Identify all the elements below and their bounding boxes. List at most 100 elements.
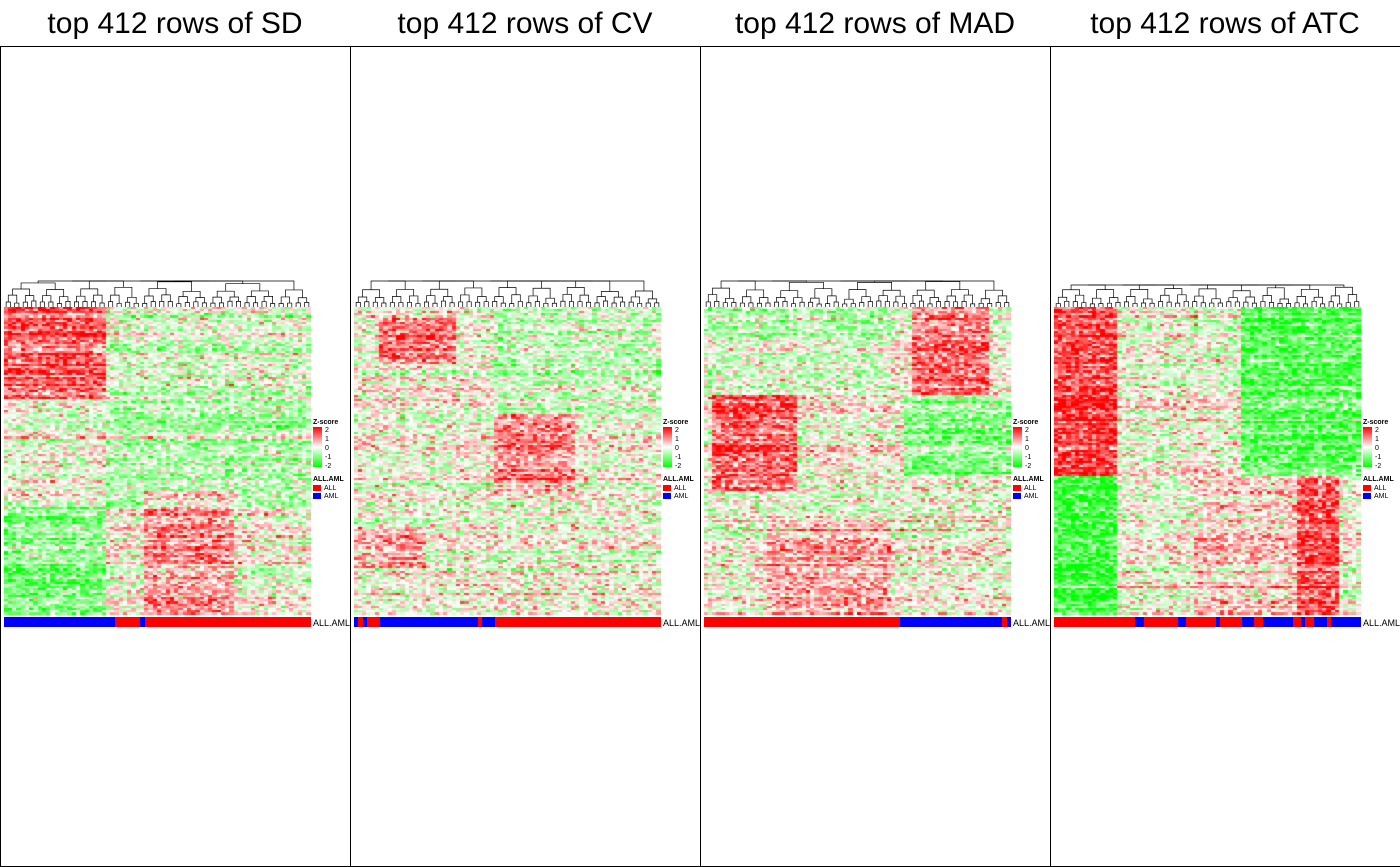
dendrogram-branch: [833, 301, 839, 307]
legend-level-label: AML: [1024, 493, 1039, 500]
dendrogram-branch: [756, 302, 762, 307]
annotation-segment: [114, 617, 141, 627]
dendrogram-branch: [443, 296, 453, 303]
dendrogram-branch: [225, 283, 261, 292]
dendrogram-branch: [714, 301, 720, 307]
dendrogram-branch: [551, 302, 557, 307]
dendrogram-branch: [528, 295, 538, 303]
annotation-segment: [1177, 617, 1187, 627]
dendrogram-branch: [840, 280, 995, 291]
annotation-segment: [1215, 617, 1221, 627]
dendrogram-branch: [182, 291, 201, 298]
zscore-tick: 0: [325, 445, 329, 452]
dendrogram-branch: [568, 301, 574, 307]
panel-title: top 412 rows of MAD: [734, 7, 1016, 40]
heatmap-body: [704, 307, 1011, 615]
zscore-tick: 0: [1375, 445, 1379, 452]
dendrogram-branch: [1081, 302, 1087, 307]
column-dendrogram: [5, 280, 310, 307]
dendrogram-branch: [161, 294, 171, 302]
annotation-bar: [1054, 617, 1361, 627]
legend-level-label: ALL: [324, 485, 337, 492]
dendrogram-branch: [1190, 284, 1345, 288]
dendrogram-branch: [507, 280, 542, 289]
dendrogram-branch: [494, 296, 504, 304]
dendrogram-branch: [562, 294, 572, 302]
dendrogram-branch: [150, 301, 156, 307]
dendrogram-branch: [157, 281, 192, 292]
dendrogram-branch: [776, 296, 786, 303]
dendrogram-branch: [1062, 289, 1080, 298]
dendrogram-branch: [31, 300, 37, 307]
dendrogram-branch: [742, 296, 752, 304]
dendrogram-branch: [927, 303, 933, 307]
zscore-tick: -1: [325, 454, 332, 461]
column-dendrogram: [1055, 284, 1360, 307]
zscore-tick: 2: [1375, 427, 1379, 434]
zscore-gradient: [313, 427, 322, 467]
annotation-segment: [1135, 617, 1144, 627]
panel-title: top 412 rows of SD: [47, 7, 303, 40]
dendrogram-branch: [1200, 302, 1206, 307]
dendrogram-branch: [144, 295, 154, 304]
dendrogram-branch: [509, 303, 515, 307]
dendrogram-branch: [842, 303, 848, 307]
legend: Z-score 2 1 0 -1 -2 ALL.AML ALL AML: [1363, 419, 1397, 504]
zscore-tick: 1: [325, 436, 329, 443]
dendrogram-branch: [1260, 301, 1266, 307]
dendrogram-branch: [1234, 301, 1240, 307]
dendrogram-branch: [24, 295, 35, 303]
legend-swatch: [663, 485, 671, 491]
dendrogram-branch: [1266, 287, 1285, 300]
legend-swatch: [1363, 485, 1371, 491]
annotation-legend-title: ALL.AML: [313, 476, 344, 483]
dendrogram-branch: [517, 301, 523, 307]
dendrogram-branch: [916, 289, 935, 298]
dendrogram-branch: [1055, 303, 1061, 307]
annotation-segment: [1313, 617, 1327, 627]
dendrogram-branch: [148, 288, 167, 297]
dendrogram-branch: [42, 295, 52, 302]
annotation-segment: [1262, 617, 1293, 627]
dendrogram-branch: [1228, 297, 1238, 302]
dendrogram-branch: [628, 301, 634, 307]
dendrogram-branch: [944, 301, 950, 307]
dendrogram-branch: [212, 296, 222, 304]
dendrogram-branch: [1207, 284, 1242, 291]
dendrogram-branch: [1175, 302, 1181, 307]
annotation-legend-title: ALL.AML: [1013, 476, 1044, 483]
dendrogram-branch: [1345, 302, 1351, 307]
dendrogram-branch: [1245, 296, 1255, 304]
dendrogram-branch: [176, 303, 182, 307]
dendrogram-branch: [961, 301, 967, 307]
legend-level-label: ALL: [1374, 485, 1387, 492]
dendrogram-branch: [116, 303, 122, 307]
heatmap-cells: [704, 307, 1011, 615]
annotation-segment: [1186, 617, 1216, 627]
dendrogram-branch: [142, 303, 148, 307]
dendrogram-branch: [246, 296, 256, 303]
dendrogram-branch: [430, 288, 449, 297]
annotation-segment: [1002, 617, 1007, 627]
dendrogram-branch: [929, 297, 939, 304]
legend-swatch: [1013, 493, 1021, 499]
dendrogram-branch: [808, 301, 814, 307]
panel-title: top 412 rows of ATC: [1090, 7, 1360, 40]
annotation-label: ALL.AML: [313, 618, 351, 628]
dendrogram-branch: [1328, 301, 1334, 307]
zscore-tick: 0: [1025, 445, 1029, 452]
dendrogram-branch: [374, 297, 385, 304]
dendrogram-branch: [1130, 288, 1149, 299]
dendrogram-branch: [285, 289, 303, 298]
dendrogram-branch: [707, 294, 718, 302]
annotation-segment: [1254, 617, 1263, 627]
dendrogram-branch: [780, 290, 799, 298]
annotation-segment: [144, 617, 311, 627]
zscore-tick: -1: [675, 454, 682, 461]
dendrogram-branch: [1194, 295, 1204, 303]
dendrogram-branch: [575, 280, 611, 292]
dendrogram-branch: [878, 295, 888, 302]
annotation-segment: [1301, 617, 1306, 627]
dendrogram-branch: [370, 280, 406, 290]
zscore-tick: 1: [1025, 436, 1029, 443]
